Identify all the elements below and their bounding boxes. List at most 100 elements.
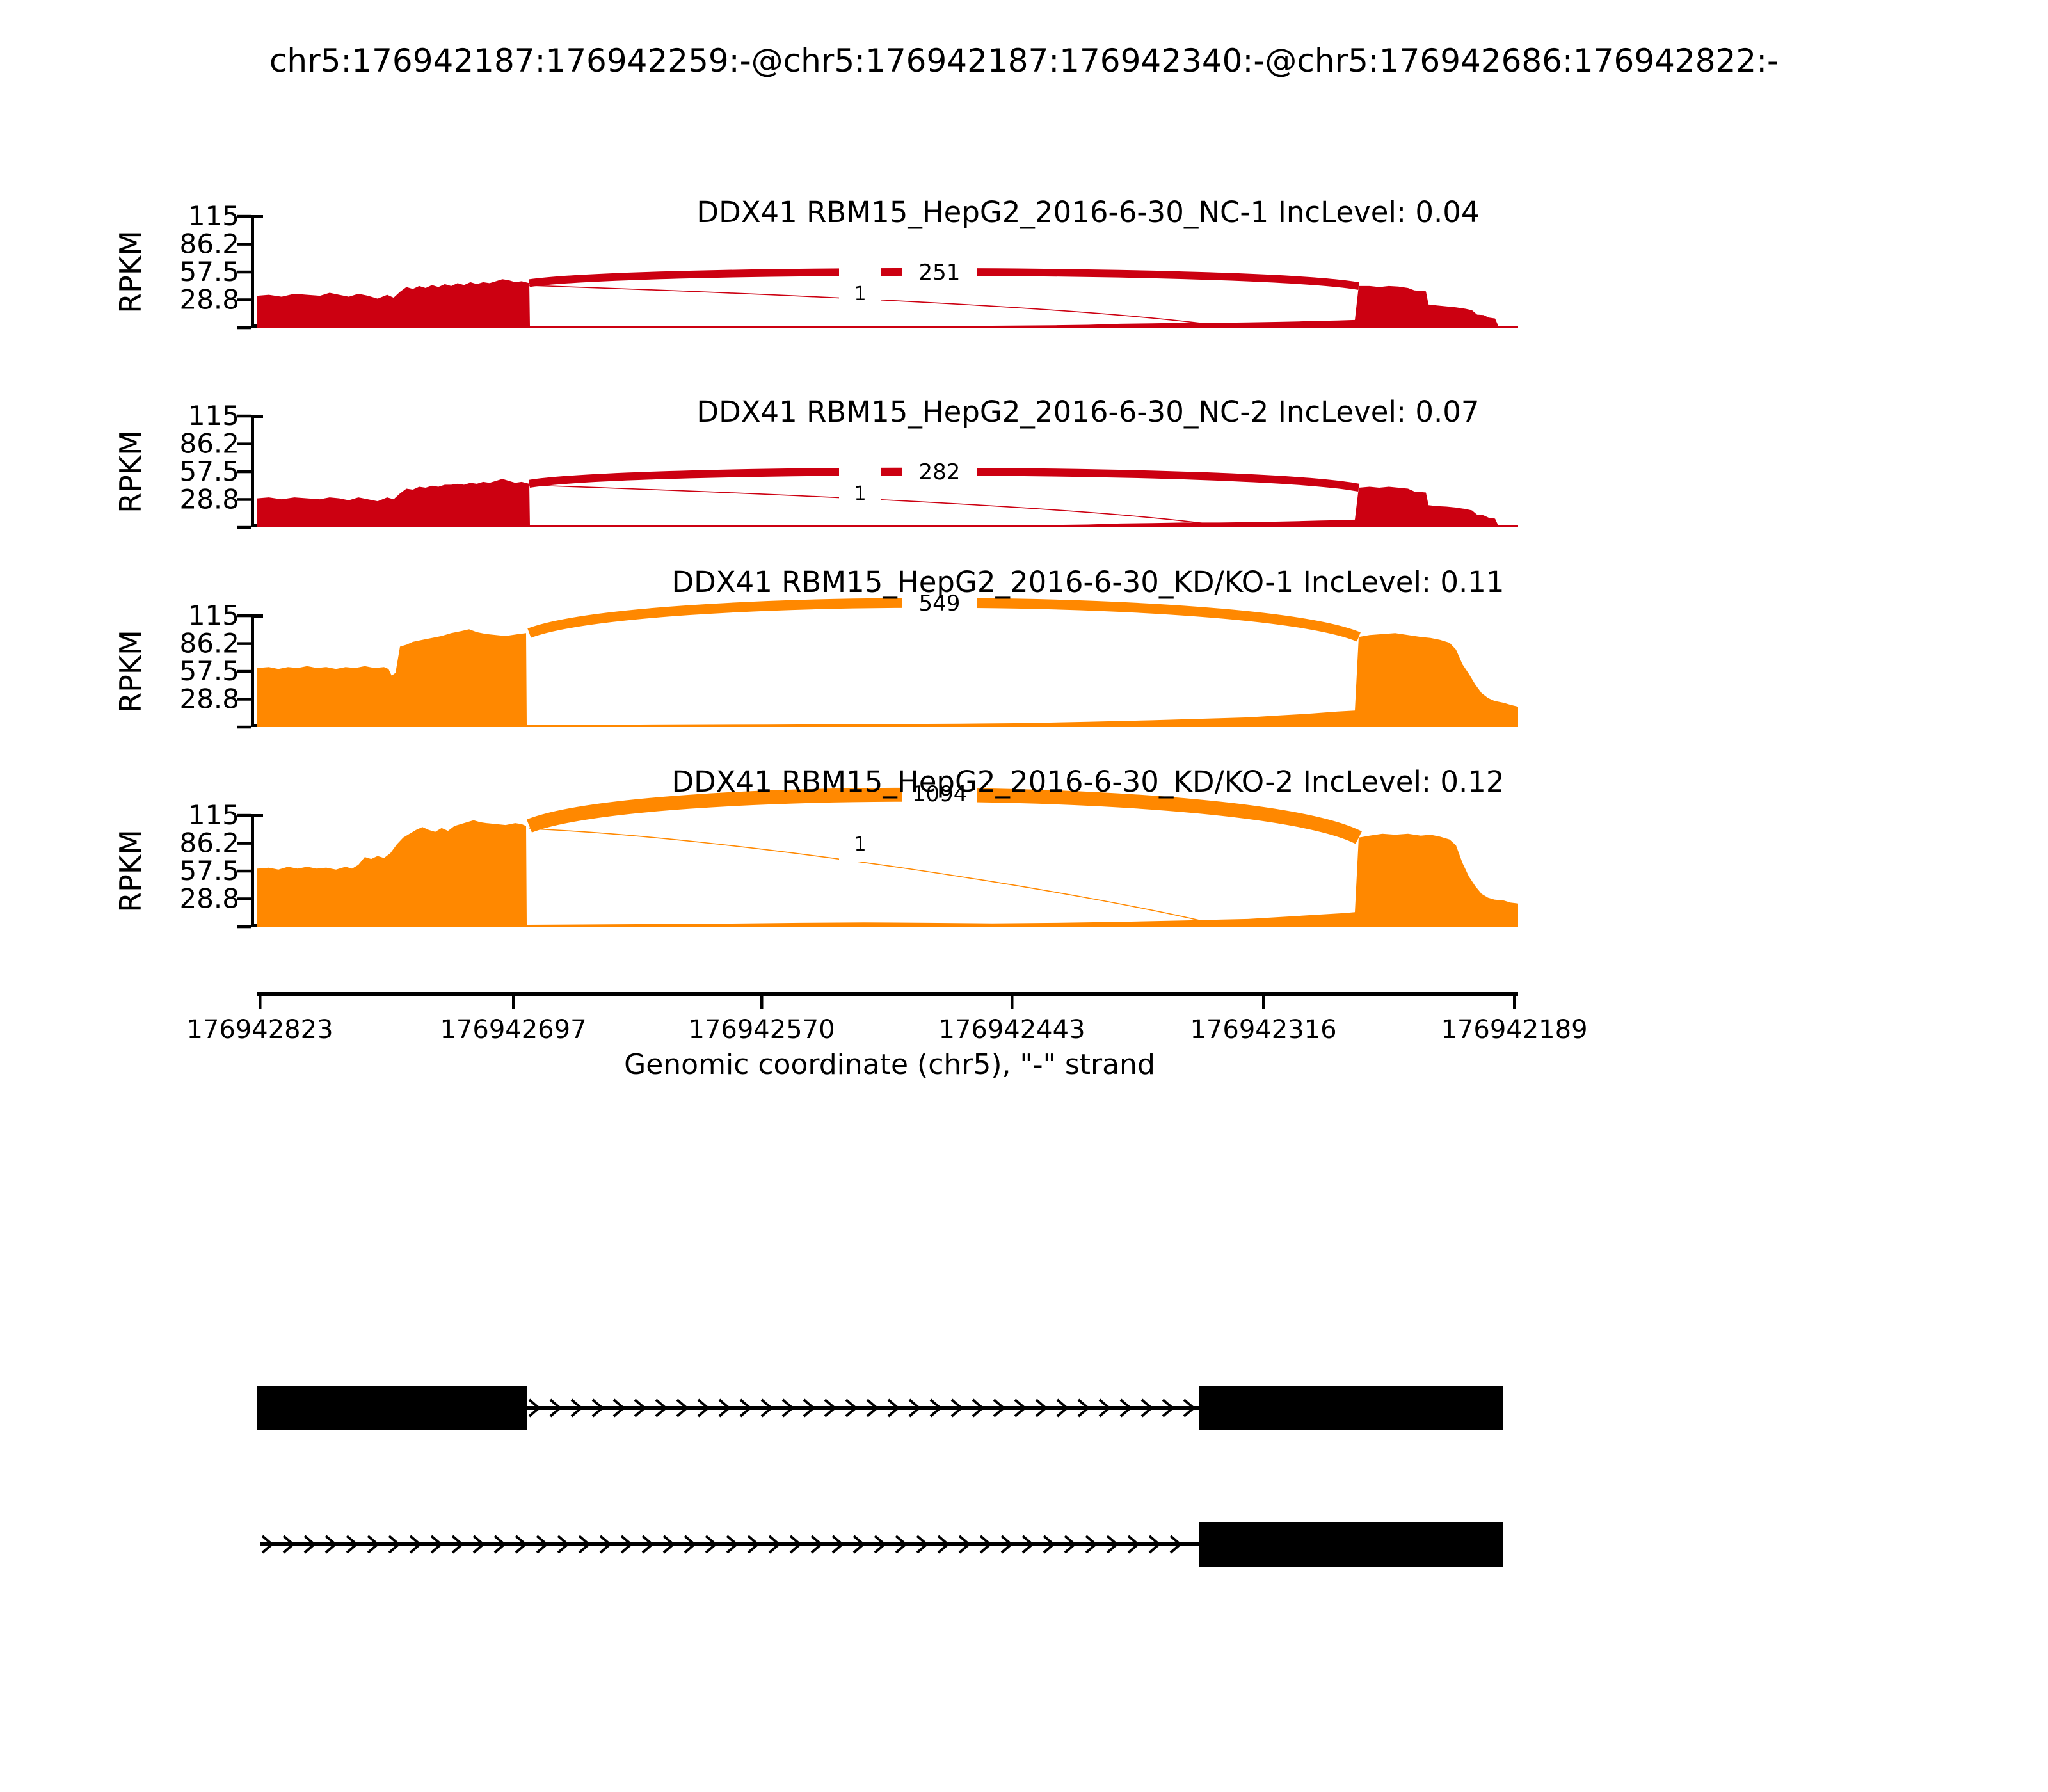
coverage-baseline (257, 725, 1518, 727)
x-tick-label-0: 176942823 (186, 1015, 333, 1044)
junction-count-inc-nc1: 1 (854, 283, 866, 305)
generated-graphics-layer: 11586.257.528.8RPKM11586.257.528.8RPKM11… (113, 200, 1518, 1567)
y-axis-tick (237, 642, 251, 645)
exon-box (257, 1386, 527, 1430)
x-tick-label-5: 176942189 (1441, 1015, 1587, 1044)
coverage-area (257, 479, 1518, 527)
y-axis-title: RPKM (113, 630, 148, 713)
track-title-nc1: DDX41 RBM15_HepG2_2016-6-30_NC-1 IncLeve… (696, 195, 1479, 229)
y-axis-tick (237, 897, 251, 900)
y-axis-tick (237, 270, 251, 274)
y-axis-tick (237, 725, 251, 729)
y-axis-tick (237, 326, 251, 330)
junction-label-box-small (839, 461, 881, 506)
y-axis-spine (251, 614, 254, 727)
y-axis-top-cap (251, 215, 263, 218)
y-tick-label: 115 (188, 200, 239, 232)
y-tick-label: 115 (188, 600, 239, 631)
x-tick-label-4: 176942316 (1190, 1015, 1336, 1044)
coverage-area (257, 820, 1518, 927)
y-tick-label: 86.2 (179, 628, 239, 659)
junction-count-inc-kdko2: 1 (854, 833, 866, 856)
y-axis-bottom-cap (251, 324, 263, 328)
junction-arc-inclusion (529, 285, 1216, 326)
x-axis-tick (760, 992, 764, 1009)
track-title-nc2: DDX41 RBM15_HepG2_2016-6-30_NC-2 IncLeve… (696, 395, 1479, 429)
y-axis-spine (251, 215, 254, 328)
coverage-baseline (257, 925, 1518, 927)
strand-direction-chevrons (528, 1398, 1195, 1418)
x-tick-label-2: 176942570 (688, 1015, 835, 1044)
x-axis-line (257, 992, 1518, 996)
transcript-intron-line (527, 1406, 1199, 1410)
junction-count-skip-kdko1: 549 (919, 591, 961, 616)
y-axis-title: RPKM (113, 230, 148, 314)
junction-label-box (902, 778, 977, 806)
y-tick-label: 86.2 (179, 428, 239, 460)
junction-count-skip-kdko2: 1094 (912, 781, 968, 807)
coverage-area (257, 279, 1518, 328)
y-axis-tick (237, 414, 251, 418)
x-axis-title: Genomic coordinate (chr5), "-" strand (624, 1048, 1155, 1081)
y-axis-bottom-cap (251, 524, 263, 527)
x-tick-label-3: 176942443 (938, 1015, 1085, 1044)
y-axis-tick (237, 442, 251, 445)
strand-direction-chevrons (261, 1535, 1181, 1554)
y-axis-title: RPKM (113, 829, 148, 913)
y-axis-top-cap (251, 814, 263, 817)
x-axis-tick (1011, 992, 1014, 1009)
y-axis-tick (237, 243, 251, 246)
track-title-kdko1: DDX41 RBM15_HepG2_2016-6-30_KD/KO-1 IncL… (671, 565, 1504, 599)
y-tick-label: 28.8 (179, 284, 239, 315)
junction-label-box-small (839, 824, 881, 862)
y-axis-tick (237, 214, 251, 218)
transcript-intron-line (260, 1542, 1199, 1546)
x-axis-tick (259, 992, 262, 1009)
junction-label-box-small (839, 261, 881, 306)
y-axis-tick (237, 869, 251, 873)
y-tick-label: 86.2 (179, 828, 239, 859)
coverage-baseline (257, 525, 1518, 527)
y-axis-spine (251, 814, 254, 927)
y-tick-label: 57.5 (179, 655, 239, 687)
figure-title: chr5:176942187:176942259:-@chr5:17694218… (269, 42, 1779, 79)
y-axis-top-cap (251, 614, 263, 618)
y-axis-tick (237, 525, 251, 529)
y-axis-bottom-cap (251, 924, 263, 927)
y-axis-tick (237, 925, 251, 929)
y-tick-label: 86.2 (179, 228, 239, 260)
x-tick-label-1: 176942697 (440, 1015, 586, 1044)
y-axis-tick (237, 614, 251, 618)
junction-label-box (902, 589, 977, 617)
y-axis-spine (251, 415, 254, 527)
track-title-kdko2: DDX41 RBM15_HepG2_2016-6-30_KD/KO-2 IncL… (671, 765, 1504, 799)
x-axis-tick (1513, 992, 1516, 1009)
y-tick-label: 28.8 (179, 883, 239, 914)
junction-arc-inclusion (529, 484, 1216, 525)
junction-count-skip-nc1: 251 (919, 260, 961, 285)
junction-count-skip-nc2: 282 (919, 460, 961, 485)
exon-box (1199, 1386, 1503, 1430)
coverage-area (257, 629, 1518, 727)
y-tick-label: 57.5 (179, 855, 239, 886)
y-axis-bottom-cap (251, 724, 263, 727)
x-axis-tick (1262, 992, 1265, 1009)
y-tick-label: 28.8 (179, 483, 239, 515)
y-axis-tick (237, 813, 251, 817)
coverage-baseline (257, 326, 1518, 328)
junction-label-box (902, 258, 977, 286)
y-axis-tick (237, 669, 251, 673)
y-axis-title: RPKM (113, 430, 148, 513)
y-axis-top-cap (251, 415, 263, 418)
junction-label-box (902, 458, 977, 486)
y-axis-tick (237, 842, 251, 845)
y-tick-label: 28.8 (179, 683, 239, 714)
y-tick-label: 57.5 (179, 256, 239, 287)
y-axis-tick (237, 298, 251, 301)
y-tick-label: 57.5 (179, 456, 239, 487)
exon-box (1199, 1522, 1503, 1567)
y-tick-label: 115 (188, 400, 239, 431)
junction-count-inc-nc2: 1 (854, 483, 866, 505)
